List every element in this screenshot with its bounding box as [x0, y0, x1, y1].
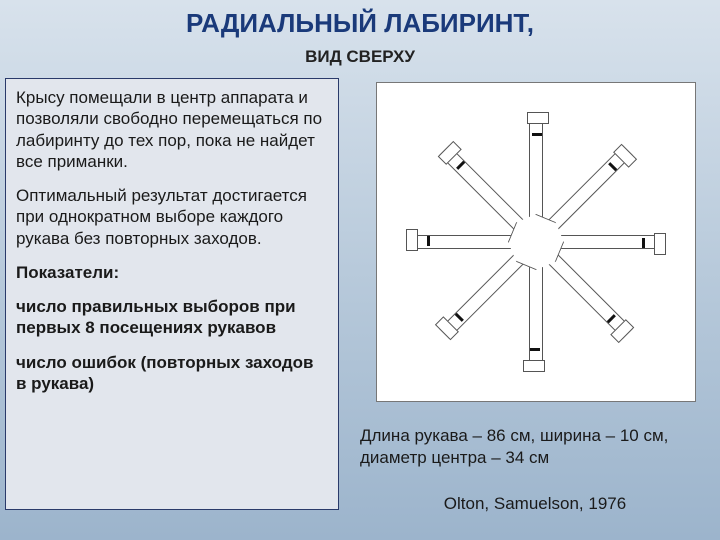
- para-3: Показатели:: [16, 262, 328, 283]
- slide-subtitle: ВИД СВЕРХУ: [0, 47, 720, 67]
- para-4: число правильных выборов при первых 8 по…: [16, 296, 328, 339]
- para-2: Оптимальный результат достигается при од…: [16, 185, 328, 249]
- maze-diagram-inner: [386, 92, 686, 392]
- description-box: Крысу помещали в центр аппарата и позвол…: [5, 78, 339, 510]
- citation: Olton, Samuelson, 1976: [360, 494, 710, 514]
- para-1: Крысу помещали в центр аппарата и позвол…: [16, 87, 328, 172]
- slide-title: РАДИАЛЬНЫЙ ЛАБИРИНТ,: [0, 8, 720, 39]
- para-5: число ошибок (повторных заходов в рукава…: [16, 352, 328, 395]
- maze-diagram: [376, 82, 696, 402]
- diagram-caption: Длина рукава – 86 см, ширина – 10 см, ди…: [360, 425, 710, 469]
